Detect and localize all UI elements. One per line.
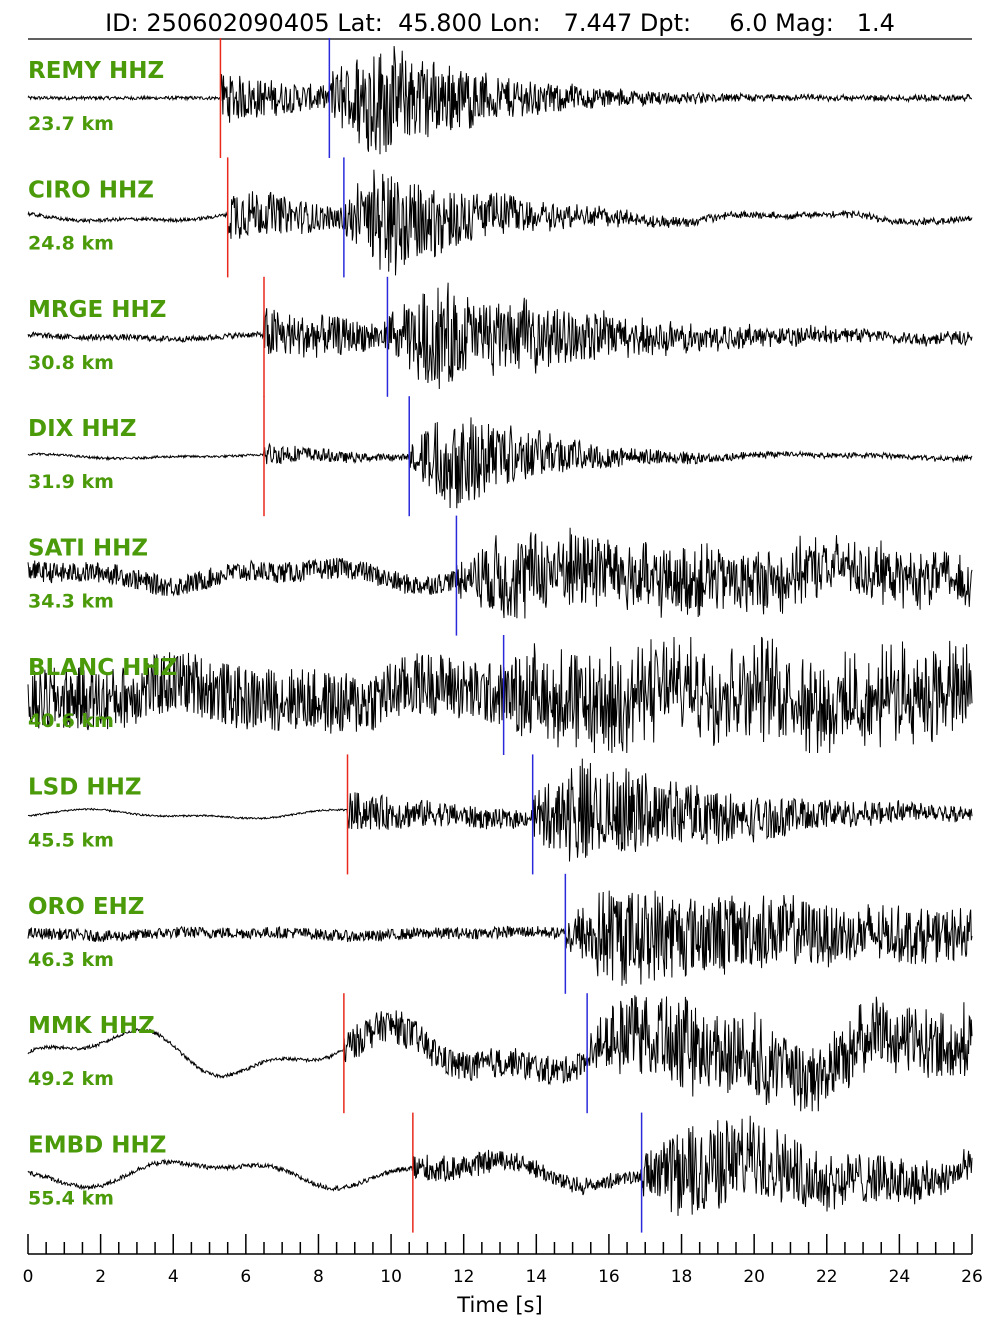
waveform-line — [27, 169, 973, 276]
lat-value: 45.800 — [398, 9, 482, 37]
station-distance: 40.6 km — [28, 710, 114, 732]
trace-row: DIX HHZ 31.9 km — [27, 396, 973, 517]
event-id: 250602090405 — [146, 9, 329, 37]
station-label: REMY HHZ — [28, 58, 164, 84]
tick-label: 20 — [743, 1267, 765, 1287]
tick-label: 10 — [380, 1267, 402, 1287]
tick-label: 18 — [671, 1267, 693, 1287]
station-distance: 24.8 km — [28, 232, 114, 254]
traces-group: REMY HHZ 23.7 km CIRO HHZ 24.8 km MRGE HHZ 30… — [27, 38, 973, 1233]
waveform-line — [27, 1115, 973, 1216]
tick-label: 24 — [889, 1267, 911, 1287]
trace-row: MRGE HHZ 30.8 km — [27, 276, 973, 397]
mag-label: Mag: — [775, 9, 834, 37]
tick-label: 0 — [23, 1267, 34, 1287]
station-distance: 23.7 km — [28, 113, 114, 135]
dpt-label: Dpt: — [640, 9, 691, 37]
tick-label: 4 — [168, 1267, 179, 1287]
station-label: ORO EHZ — [28, 894, 144, 920]
tick-label: 6 — [240, 1267, 251, 1287]
station-label: BLANC HHZ — [28, 655, 177, 681]
trace-row: MMK HHZ 49.2 km — [27, 993, 973, 1114]
trace-row: BLANC HHZ 40.6 km — [27, 635, 973, 755]
lat-label: Lat: — [337, 9, 383, 37]
trace-row: ORO EHZ 46.3 km — [27, 873, 973, 994]
station-distance: 49.2 km — [28, 1068, 114, 1090]
waveform-line — [27, 890, 973, 986]
tick-label: 14 — [525, 1267, 547, 1287]
waveform-line — [27, 995, 973, 1112]
event-header: ID: 250602090405 Lat: 45.800 Lon: 7.447 … — [105, 9, 895, 37]
waveform-line — [27, 636, 973, 754]
station-label: SATI HHZ — [28, 536, 148, 562]
trace-row: EMBD HHZ 55.4 km — [27, 1112, 973, 1233]
station-distance: 46.3 km — [28, 949, 114, 971]
station-distance: 30.8 km — [28, 352, 114, 374]
waveform-line — [27, 527, 973, 619]
trace-row: CIRO HHZ 24.8 km — [27, 157, 973, 278]
waveform-line — [27, 758, 973, 862]
station-label: CIRO HHZ — [28, 177, 154, 203]
dpt-value: 6.0 — [729, 9, 767, 37]
tick-label: 2 — [95, 1267, 106, 1287]
tick-label: 16 — [598, 1267, 620, 1287]
trace-row: SATI HHZ 34.3 km — [27, 515, 973, 636]
tick-label: 12 — [453, 1267, 475, 1287]
lon-label: Lon: — [490, 9, 541, 37]
station-label: EMBD HHZ — [28, 1133, 166, 1159]
tick-label: 22 — [816, 1267, 838, 1287]
mag-value: 1.4 — [857, 9, 895, 37]
tick-label: 8 — [313, 1267, 324, 1287]
station-distance: 45.5 km — [28, 829, 114, 851]
station-distance: 55.4 km — [28, 1188, 114, 1210]
waveform-line — [27, 282, 973, 390]
lon-value: 7.447 — [564, 9, 633, 37]
station-distance: 34.3 km — [28, 591, 114, 613]
station-label: MRGE HHZ — [28, 297, 166, 323]
time-axis: 0 2 4 6 8 10 12 14 16 18 20 22 24 26 — [23, 1234, 983, 1287]
trace-row: LSD HHZ 45.5 km — [27, 754, 973, 875]
station-distance: 31.9 km — [28, 471, 114, 493]
station-label: DIX HHZ — [28, 416, 137, 442]
trace-row: REMY HHZ 23.7 km — [27, 38, 973, 158]
tick-label: 26 — [961, 1267, 983, 1287]
waveform-line — [27, 46, 973, 155]
x-axis-title: Time [s] — [456, 1293, 542, 1317]
station-label: LSD HHZ — [28, 774, 142, 800]
waveform-line — [27, 417, 973, 509]
station-label: MMK HHZ — [28, 1013, 155, 1039]
id-label: ID: — [105, 9, 139, 37]
